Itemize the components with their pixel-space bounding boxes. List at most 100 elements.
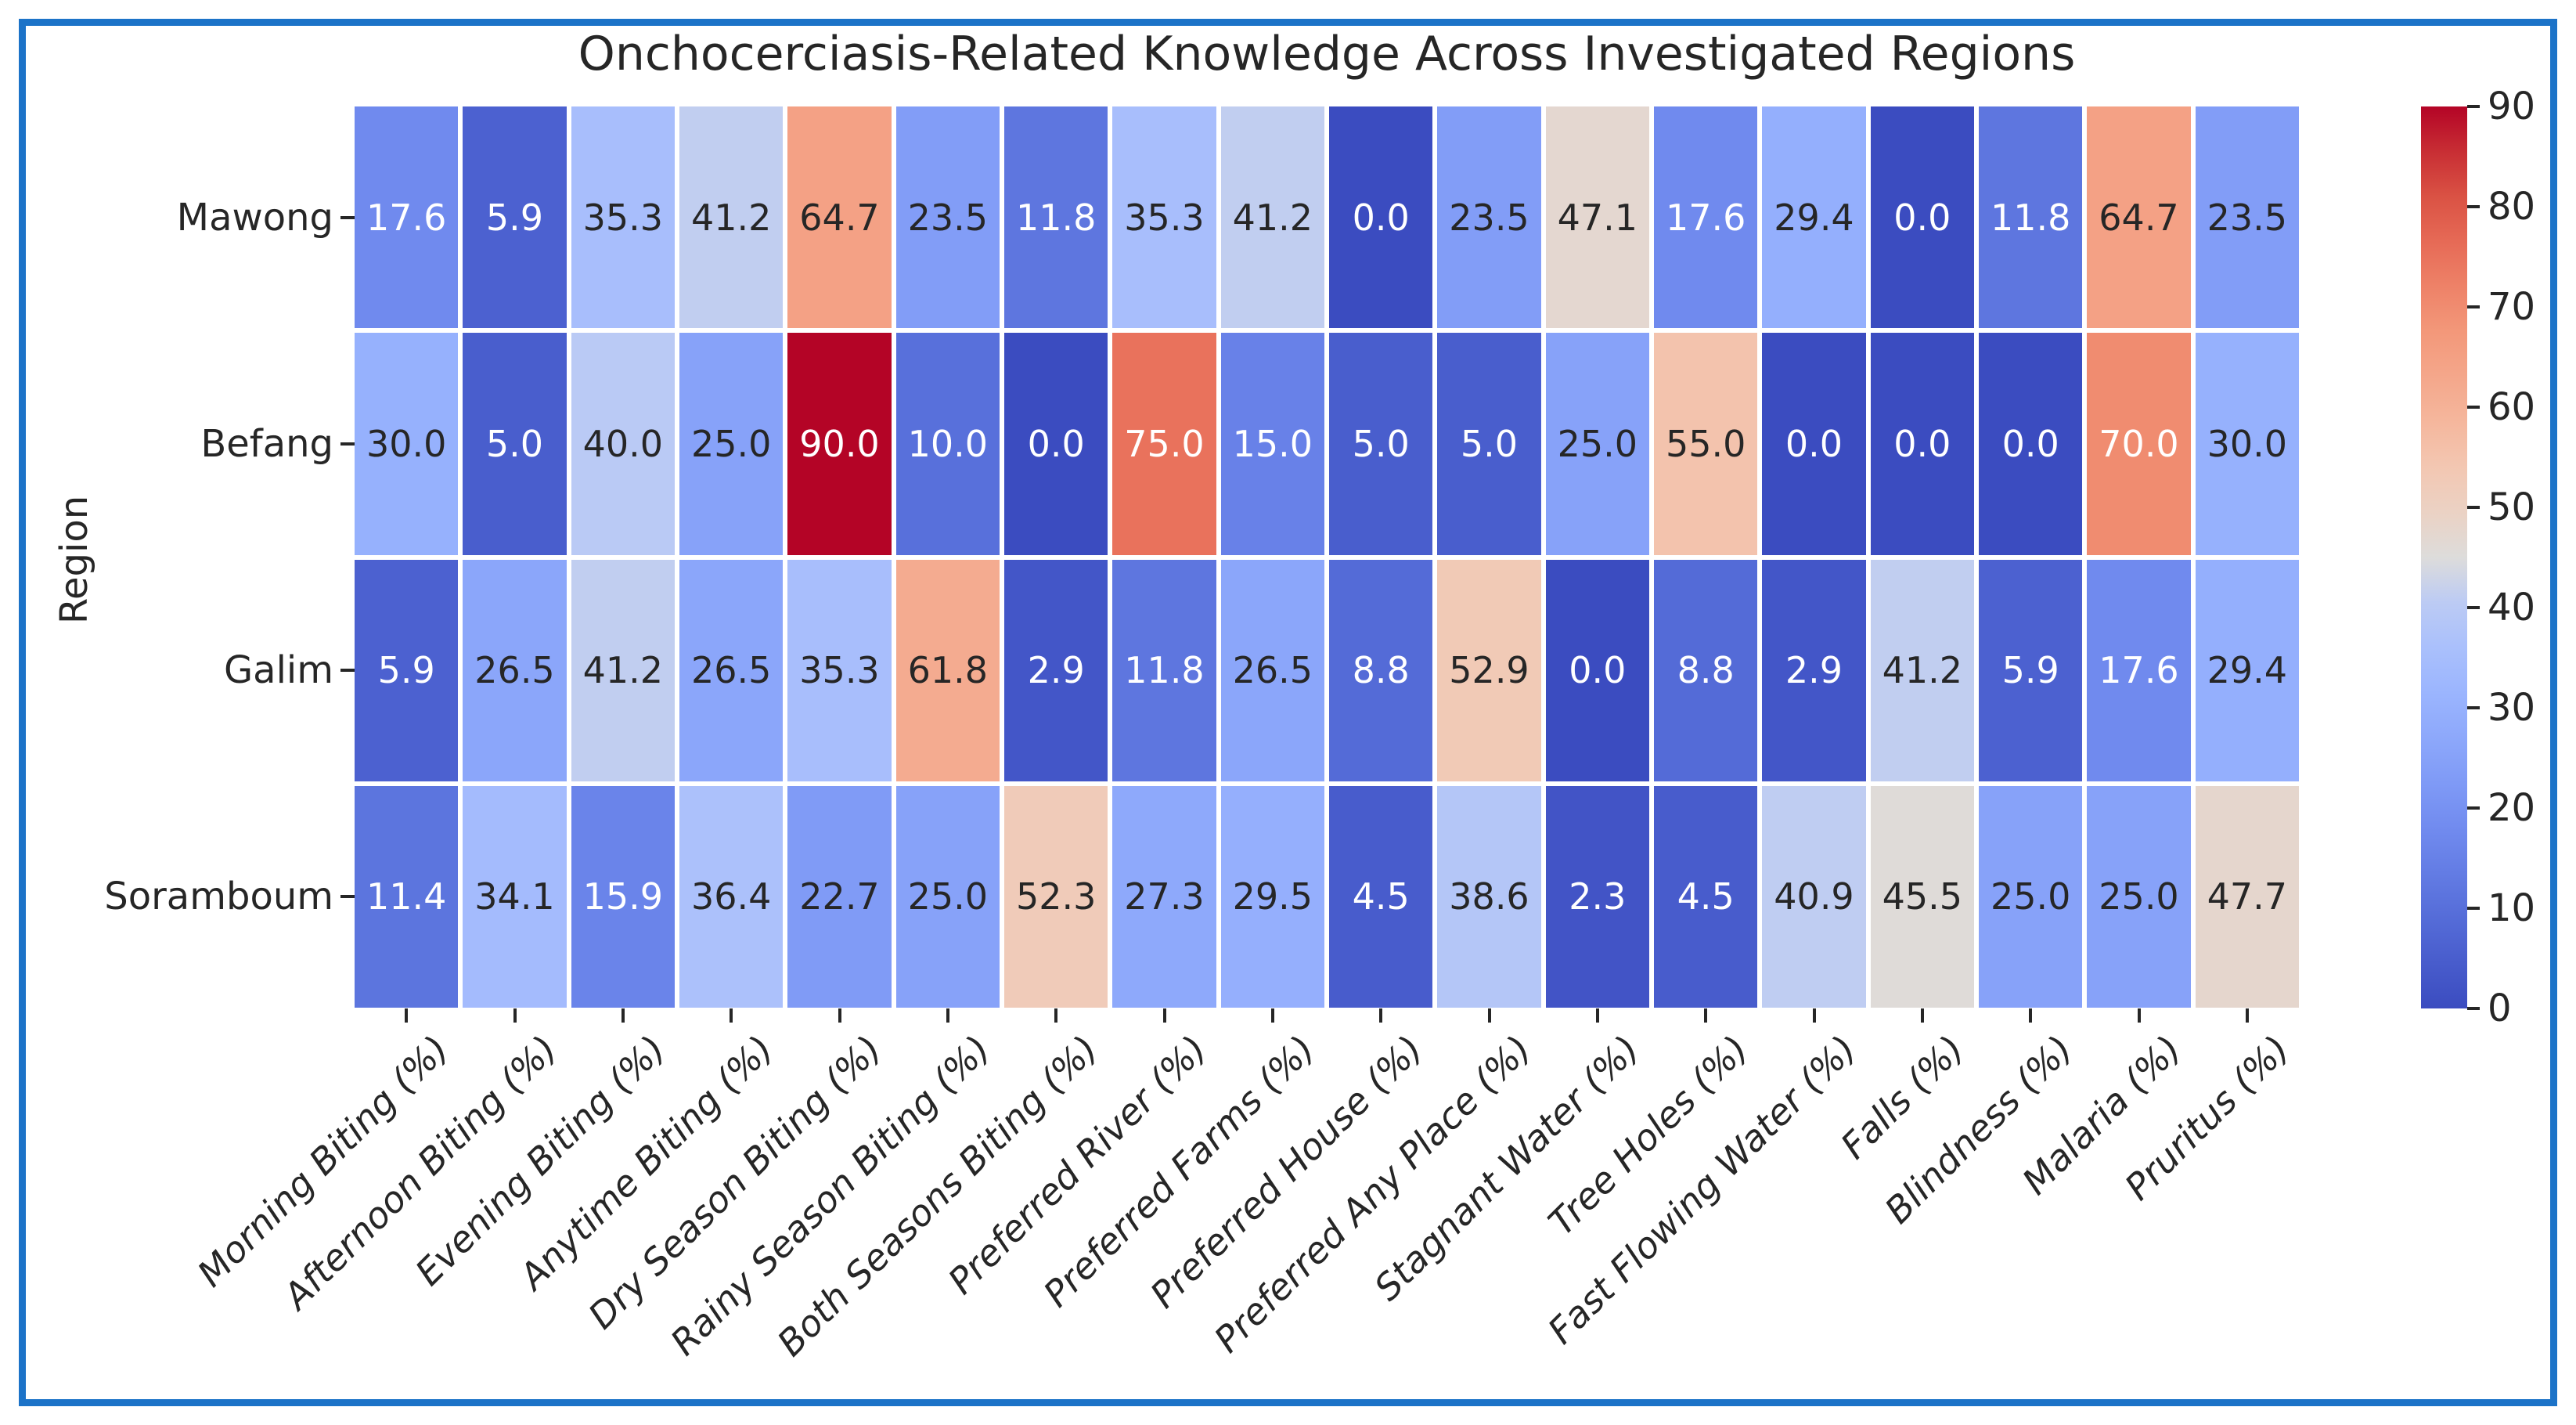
x-tick — [513, 1008, 517, 1023]
heatmap-cell-Soramboum-7: 52.3 — [1003, 785, 1108, 1008]
heatmap-cell-Galim-8: 11.8 — [1112, 559, 1216, 781]
heatmap-cell-Mawong-1: 17.6 — [355, 106, 459, 329]
x-tick — [1054, 1008, 1058, 1023]
chart-title: Onchocerciasis-Related Knowledge Across … — [578, 27, 2076, 81]
row-label-Mawong: Mawong — [176, 195, 333, 240]
colorbar-tick — [2467, 606, 2480, 609]
heatmap-cell-Soramboum-5: 22.7 — [787, 785, 892, 1008]
heatmap-cell-Galim-3: 41.2 — [571, 559, 675, 781]
x-tick — [621, 1008, 625, 1023]
x-tick — [1595, 1008, 1599, 1023]
heatmap-cell-Soramboum-2: 34.1 — [463, 785, 567, 1008]
colorbar-tick — [2467, 205, 2480, 208]
colorbar-tick-label-20: 20 — [2488, 786, 2536, 830]
heatmap-cell-Befang-17: 70.0 — [2087, 333, 2191, 555]
heatmap-cell-Befang-12: 25.0 — [1545, 333, 1649, 555]
heatmap-cell-Befang-1: 30.0 — [355, 333, 459, 555]
heatmap-cell-Galim-13: 8.8 — [1653, 559, 1758, 781]
heatmap-cell-Galim-5: 35.3 — [787, 559, 892, 781]
colorbar — [2421, 106, 2467, 1008]
heatmap-cell-Befang-15: 0.0 — [1870, 333, 1974, 555]
x-tick — [2137, 1008, 2141, 1023]
x-tick — [1487, 1008, 1491, 1023]
heatmap-cell-Galim-11: 52.9 — [1437, 559, 1541, 781]
colorbar-tick-label-0: 0 — [2488, 987, 2512, 1030]
colorbar-tick — [2467, 105, 2480, 108]
colorbar-tick-label-30: 30 — [2488, 686, 2536, 730]
colorbar-tick — [2467, 305, 2480, 308]
y-tick — [340, 442, 355, 446]
heatmap-cell-Befang-13: 55.0 — [1653, 333, 1758, 555]
heatmap-cell-Soramboum-12: 2.3 — [1545, 785, 1649, 1008]
colorbar-tick — [2467, 506, 2480, 509]
x-tick — [1162, 1008, 1166, 1023]
heatmap-cell-Soramboum-15: 45.5 — [1870, 785, 1974, 1008]
heatmap-cell-Mawong-5: 64.7 — [787, 106, 892, 329]
colorbar-tick-label-90: 90 — [2488, 85, 2536, 128]
heatmap-cell-Galim-1: 5.9 — [355, 559, 459, 781]
column-label-16: Blindness (%) — [1876, 1027, 2081, 1232]
heatmap-cell-Soramboum-18: 47.7 — [2195, 785, 2299, 1008]
heatmap-cell-Mawong-10: 0.0 — [1328, 106, 1433, 329]
heatmap-cell-Galim-7: 2.9 — [1003, 559, 1108, 781]
colorbar-tick — [2467, 706, 2480, 709]
heatmap-cell-Befang-7: 0.0 — [1003, 333, 1108, 555]
heatmap-cell-Soramboum-8: 27.3 — [1112, 785, 1216, 1008]
colorbar-tick — [2467, 907, 2480, 910]
heatmap-cell-Mawong-11: 23.5 — [1437, 106, 1541, 329]
heatmap-cell-Soramboum-13: 4.5 — [1653, 785, 1758, 1008]
heatmap-cell-Befang-8: 75.0 — [1112, 333, 1216, 555]
x-tick — [2245, 1008, 2249, 1023]
heatmap-cell-Befang-14: 0.0 — [1762, 333, 1866, 555]
heatmap-cell-Soramboum-16: 25.0 — [1978, 785, 2083, 1008]
colorbar-tick — [2467, 1007, 2480, 1010]
heatmap-cell-Galim-16: 5.9 — [1978, 559, 2083, 781]
heatmap-cell-Mawong-9: 41.2 — [1220, 106, 1324, 329]
heatmap-cell-Mawong-2: 5.9 — [463, 106, 567, 329]
heatmap-cell-Mawong-17: 64.7 — [2087, 106, 2191, 329]
heatmap-cell-Befang-18: 30.0 — [2195, 333, 2299, 555]
y-tick — [340, 669, 355, 673]
heatmap-cell-Befang-11: 5.0 — [1437, 333, 1541, 555]
heatmap-cell-Soramboum-14: 40.9 — [1762, 785, 1866, 1008]
colorbar-tick-label-10: 10 — [2488, 886, 2536, 930]
x-tick — [1270, 1008, 1274, 1023]
heatmap-cell-Befang-3: 40.0 — [571, 333, 675, 555]
heatmap-cell-Galim-14: 2.9 — [1762, 559, 1866, 781]
heatmap-cell-Soramboum-9: 29.5 — [1220, 785, 1324, 1008]
heatmap-cell-Mawong-8: 35.3 — [1112, 106, 1216, 329]
column-label-13: Tree Holes (%) — [1540, 1027, 1756, 1244]
heatmap-cell-Soramboum-11: 38.6 — [1437, 785, 1541, 1008]
colorbar-tick-label-70: 70 — [2488, 285, 2536, 329]
colorbar-tick-label-60: 60 — [2488, 385, 2536, 429]
heatmap-cell-Mawong-15: 0.0 — [1870, 106, 1974, 329]
colorbar-tick — [2467, 806, 2480, 810]
row-label-Galim: Galim — [223, 648, 333, 693]
heatmap-cell-Galim-9: 26.5 — [1220, 559, 1324, 781]
heatmap-cell-Soramboum-4: 36.4 — [679, 785, 784, 1008]
colorbar-tick-label-50: 50 — [2488, 485, 2536, 529]
heatmap-cell-Mawong-6: 23.5 — [895, 106, 1000, 329]
heatmap-cell-Mawong-18: 23.5 — [2195, 106, 2299, 329]
x-tick — [1704, 1008, 1708, 1023]
heatmap-cell-Galim-4: 26.5 — [679, 559, 784, 781]
heatmap-cell-Galim-6: 61.8 — [895, 559, 1000, 781]
x-tick — [2029, 1008, 2033, 1023]
heatmap-cell-Mawong-12: 47.1 — [1545, 106, 1649, 329]
colorbar-tick — [2467, 406, 2480, 409]
colorbar-tick-label-40: 40 — [2488, 586, 2536, 630]
heatmap-cell-Soramboum-1: 11.4 — [355, 785, 459, 1008]
heatmap-cell-Befang-6: 10.0 — [895, 333, 1000, 555]
heatmap-cell-Mawong-13: 17.6 — [1653, 106, 1758, 329]
heatmap-cell-Soramboum-17: 25.0 — [2087, 785, 2191, 1008]
heatmap-cell-Soramboum-6: 25.0 — [895, 785, 1000, 1008]
y-tick — [340, 895, 355, 899]
heatmap-cell-Befang-4: 25.0 — [679, 333, 784, 555]
x-tick — [730, 1008, 733, 1023]
heatmap-cell-Galim-2: 26.5 — [463, 559, 567, 781]
heatmap-cell-Galim-18: 29.4 — [2195, 559, 2299, 781]
y-tick — [340, 215, 355, 219]
heatmap-cell-Galim-12: 0.0 — [1545, 559, 1649, 781]
colorbar-tick-label-80: 80 — [2488, 185, 2536, 229]
